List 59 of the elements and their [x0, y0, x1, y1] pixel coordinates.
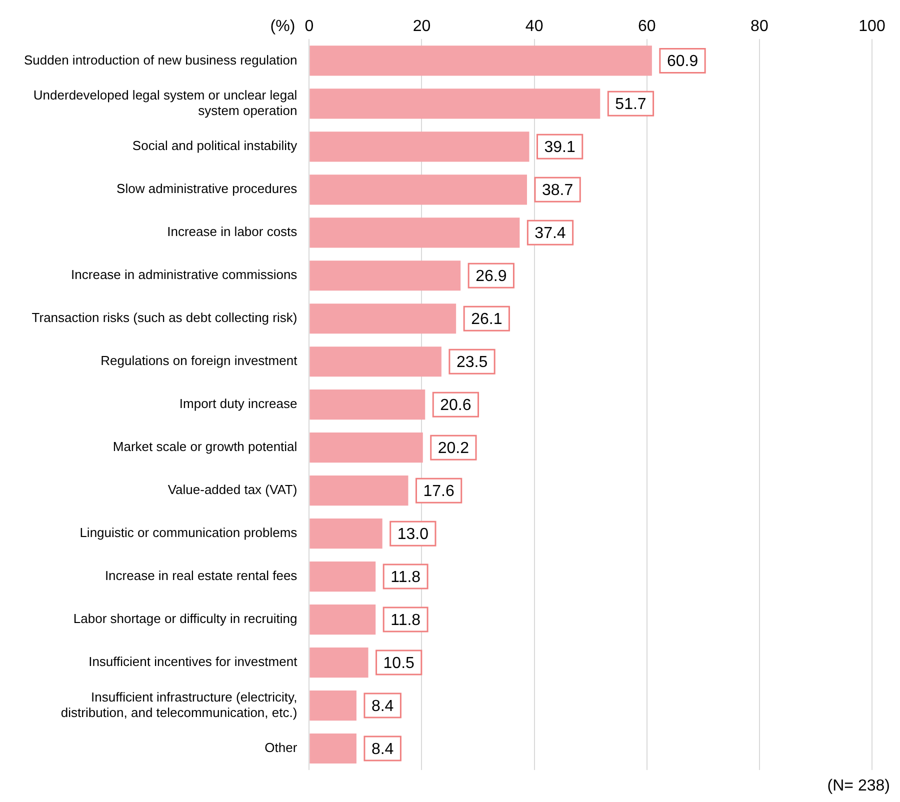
bar — [310, 174, 527, 205]
y-tick-label: Linguistic or communication problems — [80, 525, 298, 540]
bar — [310, 346, 442, 377]
y-tick-label: Labor shortage or difficulty in recruiting — [73, 611, 298, 626]
data-label: 38.7 — [542, 182, 574, 200]
data-label: 20.6 — [440, 397, 472, 414]
data-label: 13.0 — [397, 526, 429, 543]
x-tick-label: 40 — [525, 18, 544, 36]
data-label: 26.1 — [471, 311, 502, 328]
bar — [310, 562, 376, 592]
bar — [310, 432, 423, 463]
data-label: 26.9 — [476, 268, 507, 286]
x-tick-label: 80 — [750, 18, 768, 36]
bar — [310, 132, 530, 162]
data-label: 10.5 — [383, 654, 415, 672]
data-label: 8.4 — [371, 698, 394, 715]
bar — [310, 304, 456, 334]
bar — [310, 476, 408, 506]
data-label: 11.8 — [390, 612, 421, 629]
data-label: 23.5 — [456, 354, 488, 372]
y-tick-label: Market scale or growth potential — [112, 439, 298, 454]
x-tick-label: 100 — [858, 18, 886, 36]
y-tick-label: Insufficient infrastructure (electricity, distribution, and telecommunication, etc.) — [60, 689, 298, 720]
x-axis-title: (%) — [270, 18, 296, 36]
data-label: 20.2 — [438, 440, 470, 457]
y-tick-label: Sudden introduction of new business regulation — [24, 52, 298, 68]
y-tick-label: Social and political instability — [132, 138, 298, 154]
bar — [310, 390, 426, 420]
bar — [310, 88, 600, 119]
y-tick-label: Transaction risks (such as debt collecting risk) — [32, 310, 298, 326]
bar — [310, 518, 382, 549]
text: (N= 238) — [827, 777, 890, 794]
x-tick-label: 60 — [638, 18, 656, 36]
data-label: 17.6 — [423, 482, 454, 500]
data-label: 39.1 — [544, 139, 576, 156]
data-label: 11.8 — [390, 568, 421, 586]
y-tick-label: Slow administrative procedures — [116, 181, 298, 196]
y-tick-label: Increase in real estate rental fees — [104, 568, 298, 584]
data-label: 51.7 — [615, 96, 646, 114]
y-tick-label: Increase in labor costs — [167, 224, 298, 240]
data-label: 60.9 — [666, 53, 698, 70]
data-label: 8.4 — [371, 740, 394, 758]
y-tick-label: Other — [264, 740, 298, 756]
bar — [310, 260, 461, 291]
bar — [310, 647, 368, 678]
bar — [310, 604, 376, 635]
y-tick-label: Regulations on foreign investment — [100, 353, 298, 368]
y-tick-label: Value-added tax (VAT) — [168, 482, 298, 498]
data-label: 37.4 — [534, 225, 566, 242]
y-tick-label: Underdeveloped legal system or unclear legal system operation — [33, 87, 298, 118]
x-tick-label: 20 — [412, 18, 431, 36]
y-tick-label: Insufficient incentives for investment — [88, 654, 298, 670]
y-tick-label: Import duty increase — [179, 396, 298, 412]
bar — [310, 218, 520, 248]
y-tick-label: Increase in administrative commissions — [71, 267, 298, 282]
bar — [310, 733, 356, 764]
bar — [310, 46, 652, 76]
bar — [310, 690, 356, 721]
x-tick-label: 0 — [304, 18, 314, 36]
